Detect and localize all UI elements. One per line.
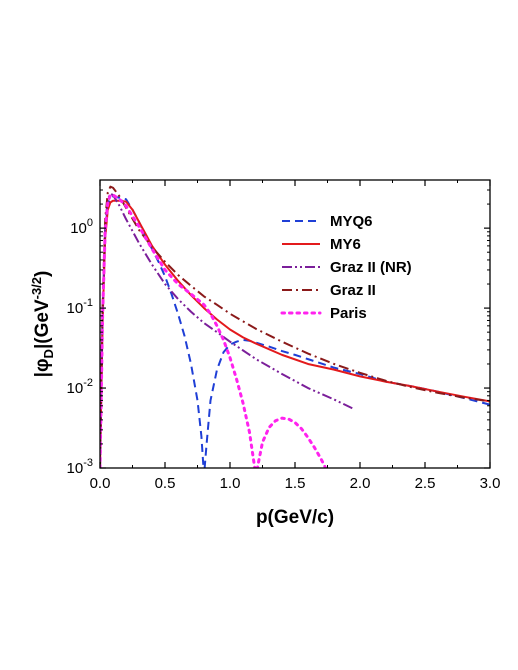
y-tick-label: 10-2: [67, 377, 93, 397]
x-tick-label: 2.5: [415, 475, 436, 492]
x-tick-label: 1.0: [220, 475, 241, 492]
x-axis: 0.0 0.5 1.0 1.5 2.0 2.5 3.0: [90, 180, 501, 492]
series-line-myq6: [100, 195, 490, 468]
legend-label: Graz II: [330, 282, 376, 299]
x-tick-label: 3.0: [480, 475, 501, 492]
legend-label: MYQ6: [330, 213, 373, 230]
series-layer: [100, 185, 490, 468]
y-axis-title: |φD|(GeV-3/2): [29, 271, 56, 378]
legend-label: MY6: [330, 236, 361, 253]
x-axis-title: p(GeV/c): [256, 507, 334, 528]
series-line-my6: [100, 199, 490, 468]
legend: MYQ6 MY6 Graz II (NR) Graz II Paris: [280, 213, 412, 322]
x-tick-label: 0.5: [155, 475, 176, 492]
series-line-paris: [100, 193, 328, 468]
legend-label: Paris: [330, 305, 367, 322]
y-tick-label: 100: [70, 217, 93, 237]
y-axis: 10-3 10-2 10-1 100: [67, 179, 490, 477]
series-line-graz-ii-nr: [100, 192, 354, 468]
series-line-graz-ii: [100, 185, 490, 468]
x-tick-label: 2.0: [350, 475, 371, 492]
legend-label: Graz II (NR): [330, 259, 412, 276]
plot-frame: [99, 179, 491, 469]
y-tick-label: 10-3: [67, 457, 93, 477]
y-tick-label: 10-1: [67, 297, 93, 317]
x-tick-label: 0.0: [90, 475, 111, 492]
x-tick-label: 1.5: [285, 475, 306, 492]
